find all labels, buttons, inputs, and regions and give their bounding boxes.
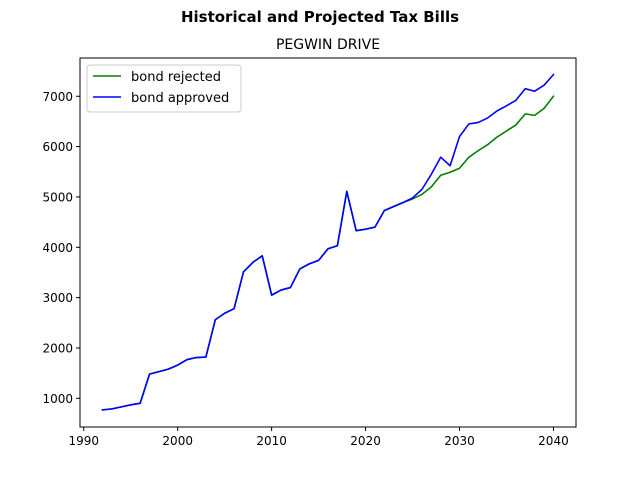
y-tick-label: 4000 xyxy=(42,241,73,255)
y-tick-label: 5000 xyxy=(42,190,73,204)
y-tick-label: 2000 xyxy=(42,341,73,355)
x-tick-label: 1990 xyxy=(68,434,99,448)
x-axis: 1990 2000 2010 2020 2030 2040 xyxy=(68,427,569,448)
plot-area xyxy=(101,73,555,411)
legend-label-2: bond approved xyxy=(131,91,229,106)
y-axis: 1000 2000 3000 4000 5000 6000 7000 xyxy=(42,90,80,406)
x-tick-label: 2020 xyxy=(350,434,381,448)
chart-title: PEGWIN DRIVE xyxy=(276,37,380,53)
legend-box xyxy=(86,64,242,113)
y-tick-label: 7000 xyxy=(42,90,73,104)
series-line-2 xyxy=(101,73,555,411)
x-tick-label: 2030 xyxy=(444,434,475,448)
chart-suptitle: Historical and Projected Tax Bills xyxy=(181,8,459,26)
x-tick-label: 2010 xyxy=(256,434,287,448)
y-tick-label: 3000 xyxy=(42,291,73,305)
axes-border xyxy=(79,57,577,428)
x-tick-label: 2040 xyxy=(538,434,569,448)
series-line-1 xyxy=(101,95,555,411)
y-tick-label: 6000 xyxy=(42,140,73,154)
legend: bond rejected bond approved xyxy=(86,64,242,113)
legend-label-1: bond rejected xyxy=(131,70,221,85)
y-tick-label: 1000 xyxy=(42,392,73,406)
axes-frame xyxy=(79,57,577,428)
x-tick-label: 2000 xyxy=(162,434,193,448)
